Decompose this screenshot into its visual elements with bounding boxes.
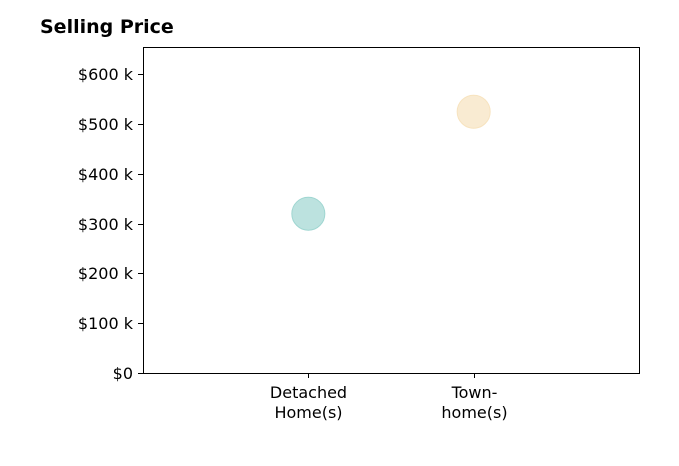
y-axis: $0 $100 k $200 k $300 k $400 k $500 k $600 k [78,65,143,383]
data-point [291,196,326,231]
y-tick-label: $600 k [78,65,134,84]
plot-frame [143,47,640,374]
y-tick-label: $200 k [78,264,134,283]
y-tick-label: $500 k [78,115,134,134]
y-tick-label: $300 k [78,215,134,234]
x-tick-label: Town-home(s) [441,383,507,422]
y-tick-label: $400 k [78,165,134,184]
y-tick-label: $100 k [78,314,134,333]
x-tick-label: Detached Home(s) [270,383,347,422]
y-tick-label: $0 [113,364,133,383]
x-axis: Detached Home(s) Town-home(s) [270,373,508,422]
points-layer [291,94,491,231]
data-point [456,94,491,129]
chart-title: Selling Price [40,16,174,38]
